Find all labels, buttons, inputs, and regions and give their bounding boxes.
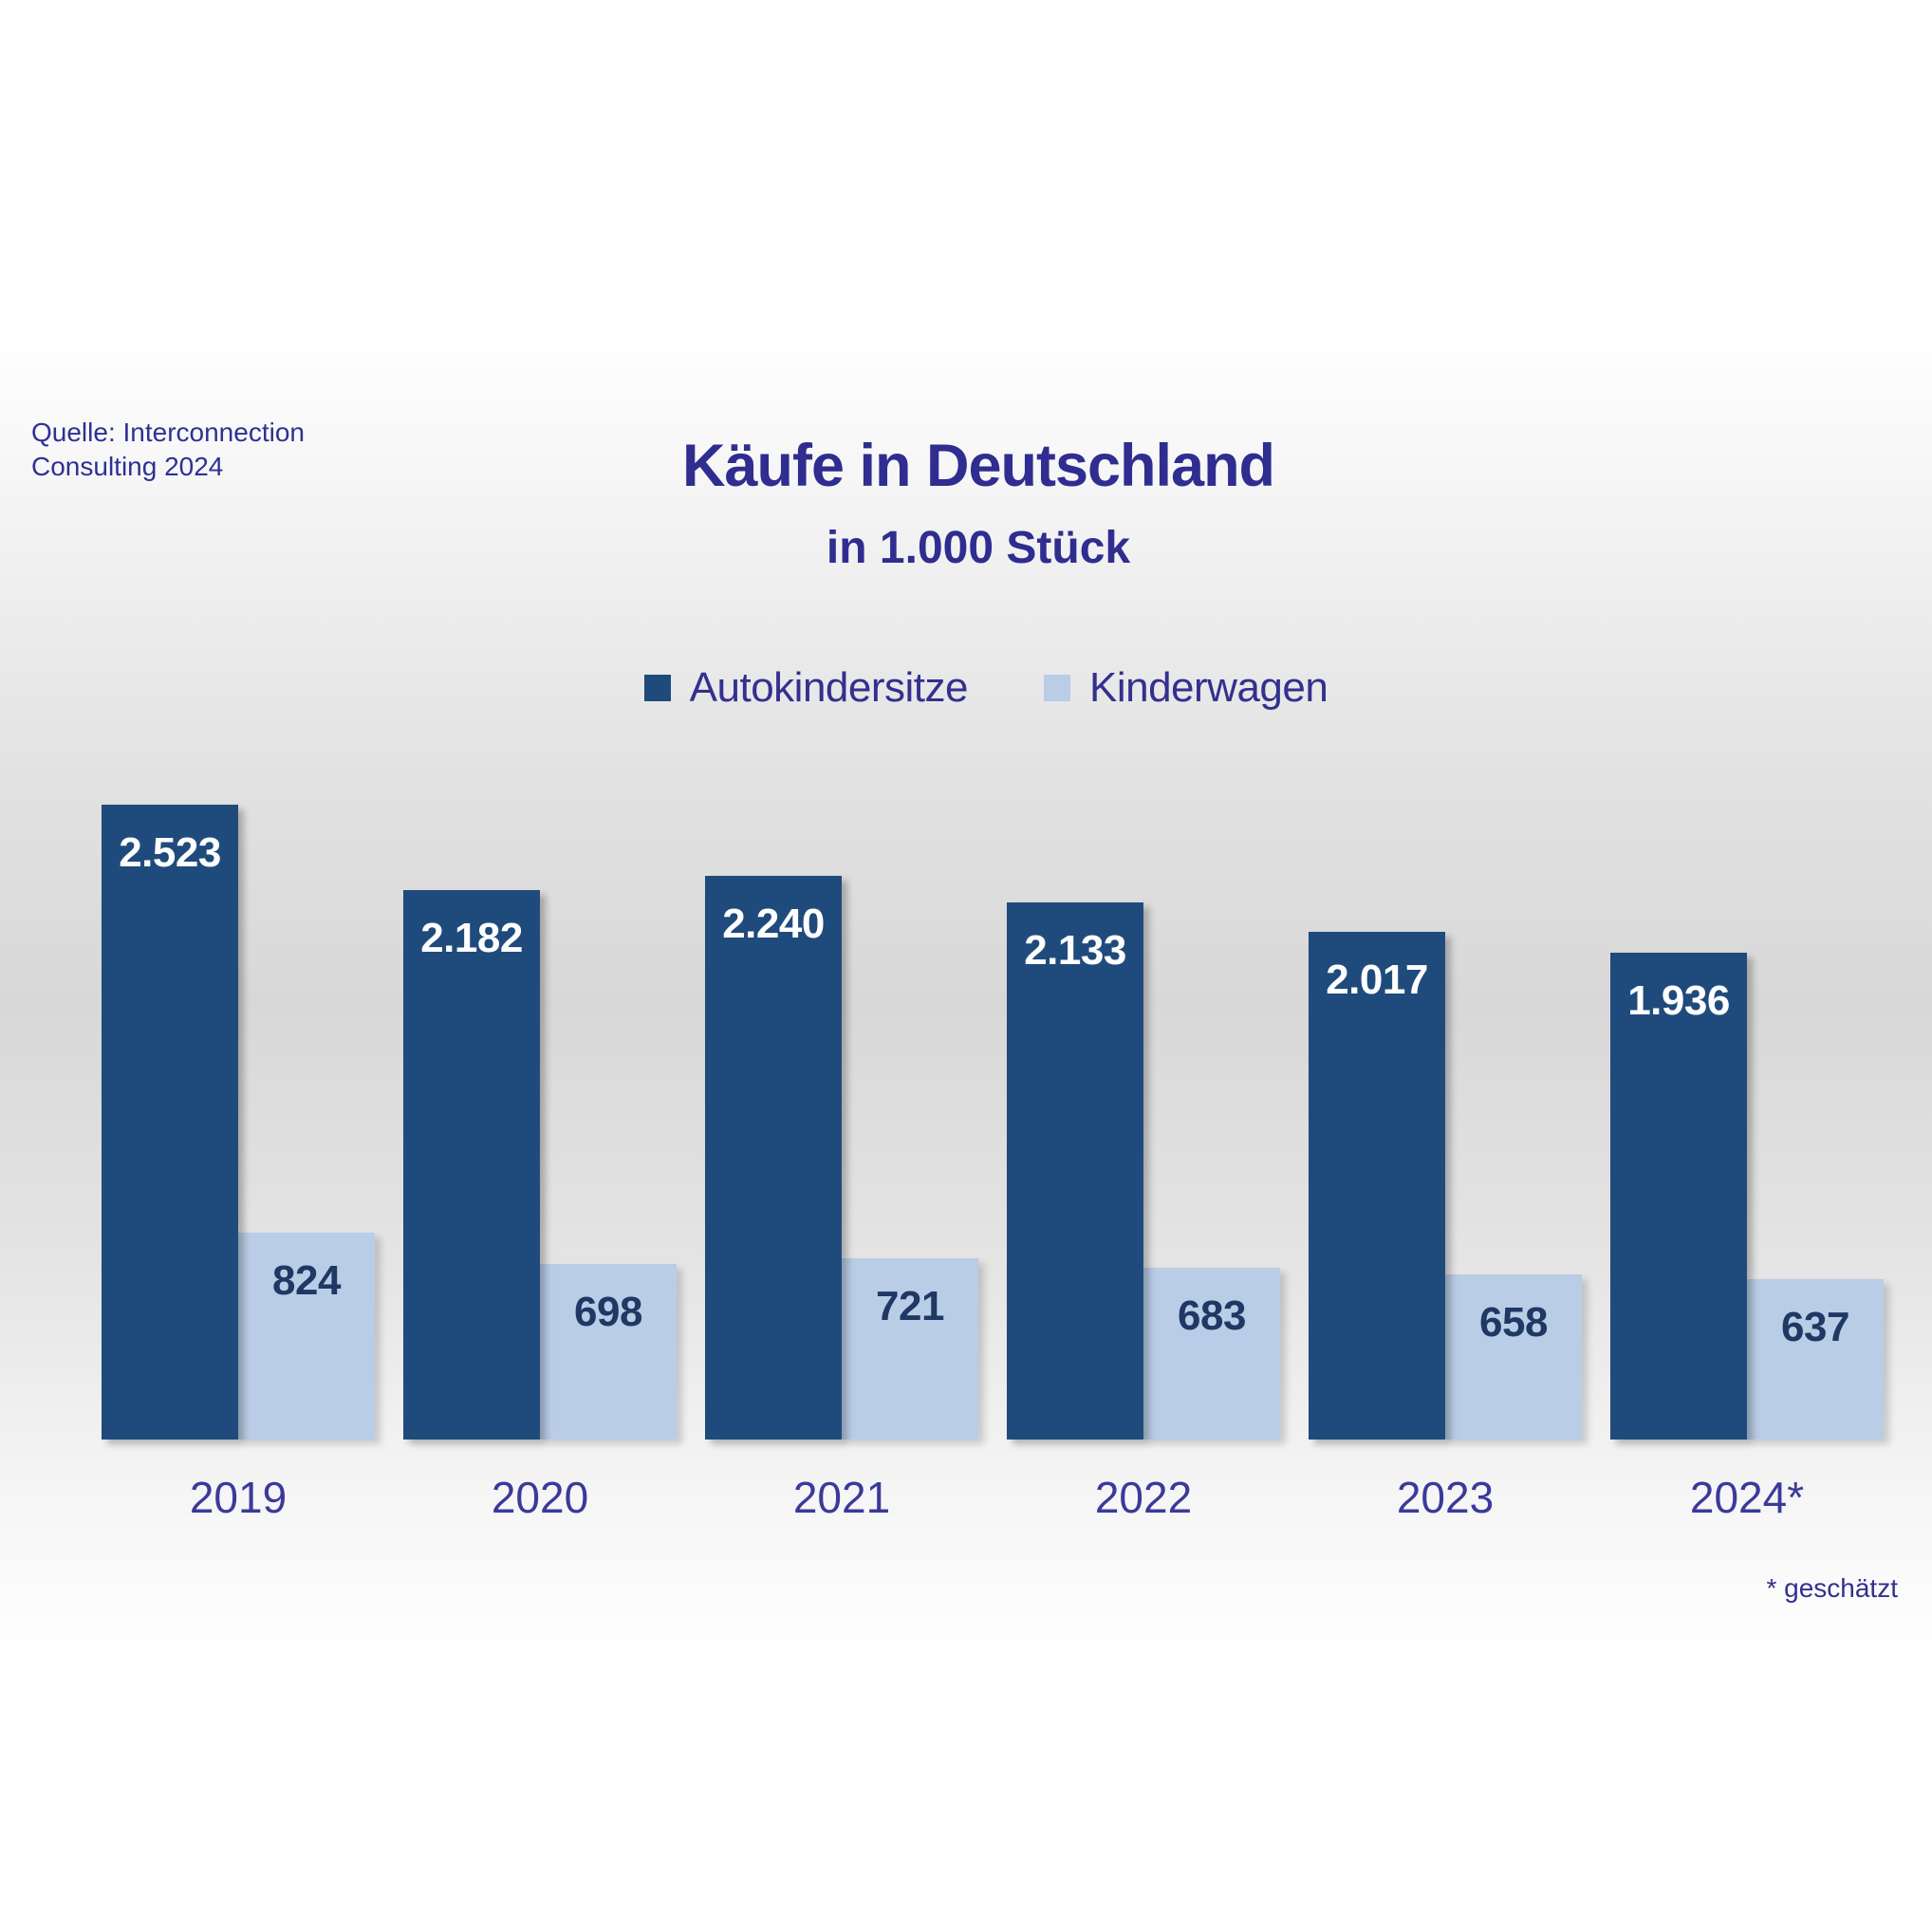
bar-pair: 2.523 824 (102, 805, 375, 1440)
legend-swatch-autokindersitze-icon (643, 675, 671, 701)
x-axis-label: 2024* (1689, 1473, 1805, 1522)
bar-kinderwagen: 683 (1143, 1268, 1280, 1440)
bar-kinderwagen: 824 (238, 1233, 375, 1440)
bar-value-label: 721 (876, 1283, 944, 1329)
bar-value-label: 2.523 (119, 829, 221, 876)
bar-value-label: 2.017 (1326, 957, 1428, 1003)
bar-kinderwagen: 721 (842, 1258, 978, 1440)
bar-kinderwagen: 698 (540, 1264, 677, 1440)
legend-swatch-kinderwagen-icon (1043, 675, 1070, 701)
x-axis-label: 2019 (189, 1473, 288, 1522)
bar-kinderwagen: 637 (1747, 1279, 1884, 1440)
bar-value-label: 2.133 (1024, 927, 1126, 974)
bar-pair: 2.240 721 (705, 805, 978, 1440)
bar-value-label: 824 (272, 1257, 341, 1304)
x-axis-label: 2021 (792, 1473, 891, 1522)
bar-group: 2.523 824 2019 (102, 805, 375, 1523)
bar-autokindersitze: 2.523 (102, 805, 238, 1440)
bar-autokindersitze: 2.017 (1309, 932, 1445, 1440)
bar-autokindersitze: 2.133 (1007, 902, 1143, 1440)
bar-value-label: 2.240 (722, 901, 825, 947)
bar-autokindersitze: 1.936 (1610, 953, 1747, 1440)
bar-value-label: 698 (574, 1289, 642, 1335)
x-axis-label: 2020 (491, 1473, 589, 1522)
legend: Autokindersitze Kinderwagen (0, 664, 1932, 712)
bar-group: 2.240 721 2021 (705, 805, 978, 1523)
bar-pair: 2.017 658 (1309, 805, 1582, 1440)
x-axis-label: 2023 (1396, 1473, 1495, 1522)
legend-item-autokindersitze: Autokindersitze (643, 664, 969, 712)
bar-pair: 2.182 698 (403, 805, 677, 1440)
bar-autokindersitze: 2.240 (705, 876, 842, 1440)
source-note: Quelle: Interconnection Consulting 2024 (31, 418, 305, 482)
chart-title: Käufe in Deutschland (681, 433, 1275, 499)
legend-item-kinderwagen: Kinderwagen (1043, 664, 1328, 712)
legend-label-autokindersitze: Autokindersitze (689, 664, 969, 711)
bar-value-label: 637 (1781, 1304, 1849, 1350)
bar-value-label: 658 (1479, 1299, 1548, 1346)
legend-label-kinderwagen: Kinderwagen (1088, 664, 1328, 711)
bar-group: 2.133 683 2022 (1007, 805, 1280, 1523)
bar-value-label: 1.936 (1627, 977, 1730, 1024)
bar-value-label: 683 (1178, 1292, 1246, 1339)
plot-area: 2.523 824 2019 2.182 698 2020 2.240 721 (102, 805, 1884, 1523)
bar-group: 2.017 658 2023 (1309, 805, 1582, 1523)
bar-group: 1.936 637 2024* (1610, 805, 1884, 1523)
bar-autokindersitze: 2.182 (403, 890, 540, 1440)
bar-pair: 1.936 637 (1610, 805, 1884, 1440)
bar-group: 2.182 698 2020 (403, 805, 677, 1523)
x-axis-label: 2022 (1094, 1473, 1193, 1522)
chart-subtitle: in 1.000 Stück (826, 523, 1131, 573)
bar-pair: 2.133 683 (1007, 805, 1280, 1440)
bar-value-label: 2.182 (420, 915, 523, 961)
bar-kinderwagen: 658 (1445, 1274, 1582, 1440)
footnote: * geschätzt (1766, 1573, 1898, 1603)
